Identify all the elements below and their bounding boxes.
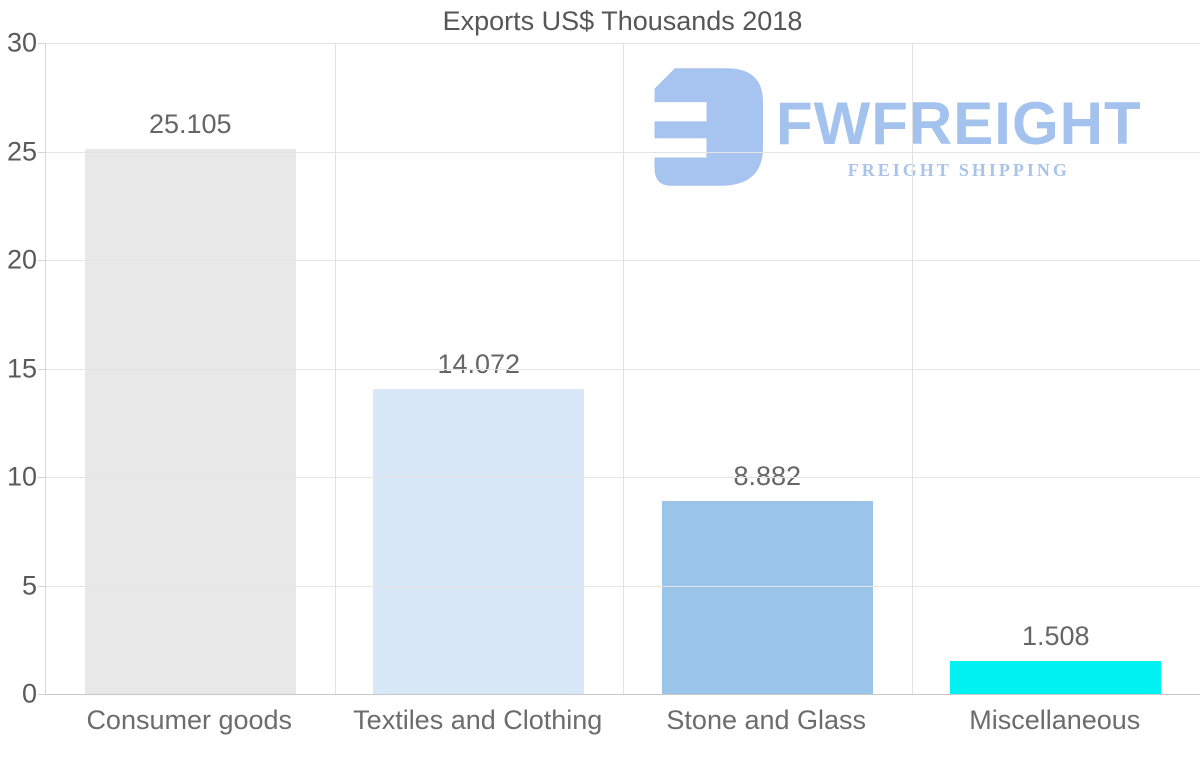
y-axis-tick (38, 368, 45, 370)
category-band-miscellaneous: 1.508 (912, 43, 1200, 694)
gridline-x-2 (623, 43, 624, 694)
y-axis-tick (38, 477, 45, 478)
y-axis-tick (38, 43, 45, 44)
y-axis-label: 0 (21, 678, 37, 709)
chart-title: Exports US$ Thousands 2018 (442, 6, 803, 36)
gridline-x-3 (911, 43, 913, 694)
bar-stone-and-glass (661, 501, 873, 694)
bar-value-label: 25.105 (148, 109, 232, 140)
x-axis-label: Textiles and Clothing (353, 705, 603, 735)
gridline-x-1 (334, 43, 336, 694)
y-axis-tick (38, 585, 45, 587)
fwfreight-logo-icon (650, 68, 763, 186)
category-band-consumer-goods: 25.105 (46, 43, 335, 694)
bar-miscellaneous (950, 661, 1162, 694)
x-axis-label: Stone and Glass (666, 705, 867, 735)
x-axis-label: Consumer goods (86, 705, 293, 735)
logo-text: FWFREIGHT FREIGHT SHIPPING (776, 94, 1142, 186)
plot-area: 25.105 14.072 8.882 1.508 (45, 43, 1200, 695)
logo-wordmark: FWFREIGHT (776, 90, 1142, 157)
category-band-stone-and-glass: 8.882 (623, 43, 912, 694)
bar-value-label: 1.508 (1021, 621, 1090, 652)
y-axis: 0 5 10 15 20 25 30 (0, 28, 45, 709)
bars-layer: 25.105 14.072 8.882 1.508 (46, 43, 1200, 694)
category-band-textiles-and-clothing: 14.072 (335, 43, 624, 694)
y-axis-tick (38, 151, 45, 153)
y-axis-label: 25 (6, 136, 37, 166)
y-axis-label: 15 (6, 353, 37, 383)
y-axis-label: 20 (6, 244, 37, 275)
y-axis-tick (38, 694, 45, 695)
bar-value-label: 8.882 (733, 461, 802, 492)
bar-textiles-and-clothing (373, 388, 585, 694)
y-axis-label: 5 (21, 570, 37, 600)
y-axis-label: 10 (6, 461, 37, 492)
bar-value-label: 14.072 (437, 348, 521, 379)
y-axis-label: 30 (6, 27, 37, 58)
fwfreight-logo: FWFREIGHT FREIGHT SHIPPING (650, 68, 1142, 186)
y-axis-tick (38, 260, 45, 261)
x-axis-label: Miscellaneous (969, 705, 1141, 735)
x-axis: Consumer goods Textiles and Clothing Stone… (45, 704, 1199, 736)
bar-consumer-goods (84, 149, 296, 694)
logo-tagline: FREIGHT SHIPPING (847, 160, 1070, 180)
